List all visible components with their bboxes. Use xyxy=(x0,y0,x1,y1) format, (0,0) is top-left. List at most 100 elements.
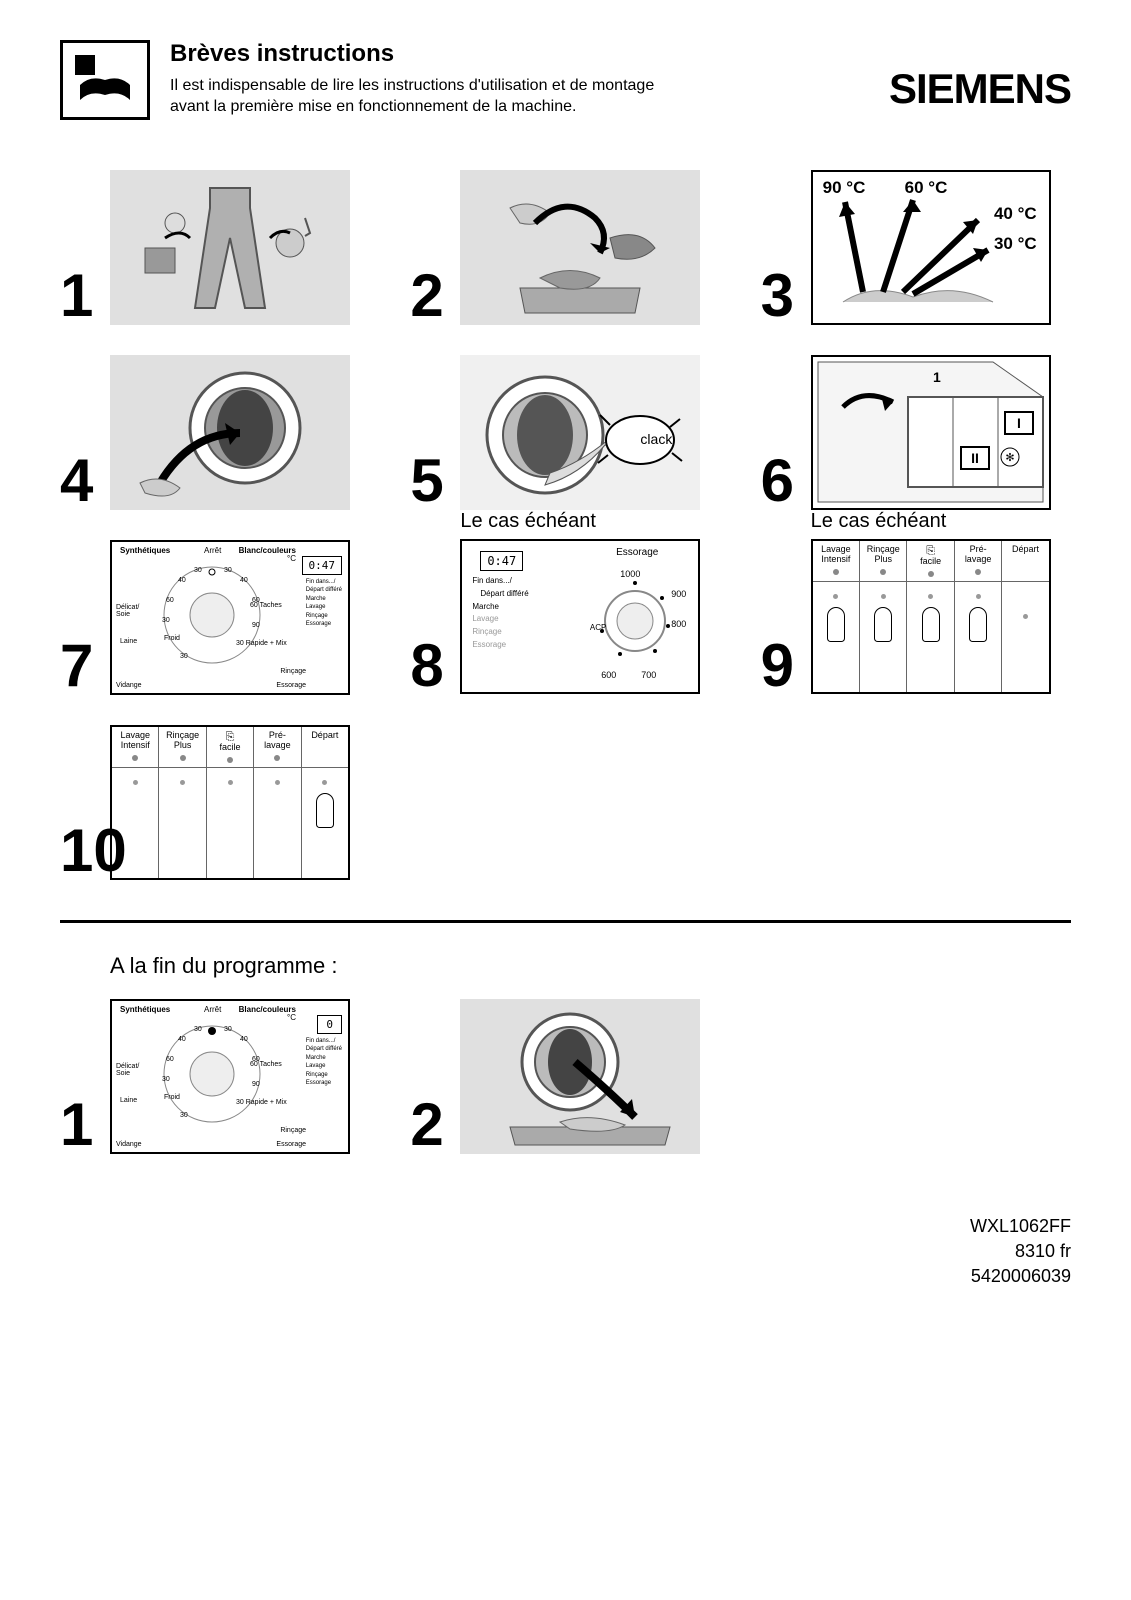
svg-text:I: I xyxy=(1017,415,1021,431)
step-8-panel: 0:47 Fin dans.../ Départ différé Marche … xyxy=(460,539,700,694)
step-number: 4 xyxy=(60,446,93,515)
dial-display: 0 xyxy=(317,1015,342,1034)
step-10-buttons: Lavage Intensif Rinçage Plus ⎘facile Pré… xyxy=(110,725,350,880)
svg-text:30: 30 xyxy=(180,1112,188,1119)
display-labels: Fin dans.../ Départ différé Marche Lavag… xyxy=(472,575,528,652)
end-section-title: A la fin du programme : xyxy=(110,953,1071,979)
end-step-2: 2 xyxy=(410,999,720,1154)
model-number: WXL1062FF xyxy=(60,1214,1071,1239)
panel-buttons-row xyxy=(112,768,348,878)
svg-text:1: 1 xyxy=(933,369,941,385)
step-2-image xyxy=(460,170,700,325)
col-rincage-plus: Rinçage Plus xyxy=(159,727,206,767)
col-lavage-intensif: Lavage Intensif xyxy=(112,727,159,767)
step-number: 1 xyxy=(60,261,93,330)
step-1-image xyxy=(110,170,350,325)
svg-text:40: 40 xyxy=(178,1036,186,1043)
step-number: 7 xyxy=(60,631,93,700)
code-2: 5420006039 xyxy=(60,1264,1071,1289)
button-depart[interactable] xyxy=(1002,582,1048,692)
end-grid: 1 Synthétiques Arrêt Blanc/couleurs °C 0… xyxy=(60,999,1071,1154)
sound-label: clack xyxy=(640,431,672,447)
header: Brèves instructions Il est indispensable… xyxy=(60,40,1071,120)
brand-logo: SIEMENS xyxy=(889,65,1071,113)
manual-icon xyxy=(60,40,150,120)
col-rincage-plus: Rinçage Plus xyxy=(860,541,907,581)
step-2: 2 xyxy=(410,170,720,325)
svg-text:40: 40 xyxy=(240,1036,248,1043)
svg-text:II: II xyxy=(971,450,979,466)
button-depart[interactable] xyxy=(302,768,348,878)
end-1-dial: Synthétiques Arrêt Blanc/couleurs °C 0 F… xyxy=(110,999,350,1154)
step-number: 2 xyxy=(410,1090,443,1159)
panel-header: Lavage Intensif Rinçage Plus ⎘facile Pré… xyxy=(813,541,1049,582)
step-number: 9 xyxy=(761,631,794,700)
step-number: 5 xyxy=(410,446,443,515)
step-5-image: clack xyxy=(460,355,700,510)
end-step-1: 1 Synthétiques Arrêt Blanc/couleurs °C 0… xyxy=(60,999,370,1154)
button-3[interactable] xyxy=(907,582,954,692)
svg-text:30: 30 xyxy=(180,653,188,660)
step-10: 10 Lavage Intensif Rinçage Plus ⎘facile … xyxy=(60,725,370,880)
svg-text:40: 40 xyxy=(240,577,248,584)
step-7: 7 Synthétiques Arrêt Blanc/couleurs °C 0… xyxy=(60,540,370,695)
dial-display: 0:47 xyxy=(302,556,343,575)
svg-text:✻: ✻ xyxy=(1005,452,1014,464)
button-2[interactable] xyxy=(860,582,907,692)
col-prelavage: Pré- lavage xyxy=(254,727,301,767)
time-display: 0:47 xyxy=(480,551,523,571)
acp-label: ACP xyxy=(590,623,606,632)
svg-text:30: 30 xyxy=(224,567,232,574)
svg-text:30: 30 xyxy=(162,617,170,624)
step-9-buttons: Lavage Intensif Rinçage Plus ⎘facile Pré… xyxy=(811,539,1051,694)
button-4[interactable] xyxy=(254,768,301,878)
step-1: 1 xyxy=(60,170,370,325)
svg-text:30: 30 xyxy=(162,1076,170,1083)
step-6: 6 I II ✻ 1 xyxy=(761,355,1071,510)
button-4[interactable] xyxy=(955,582,1002,692)
step-8-caption: Le cas échéant xyxy=(460,510,720,533)
button-2[interactable] xyxy=(159,768,206,878)
svg-text:30: 30 xyxy=(194,567,202,574)
svg-text:Froid: Froid xyxy=(164,1094,180,1101)
step-number: 1 xyxy=(60,1090,93,1159)
spin-title: Essorage xyxy=(616,547,658,558)
col-lavage-intensif: Lavage Intensif xyxy=(813,541,860,581)
button-3[interactable] xyxy=(207,768,254,878)
step-5: 5 clack xyxy=(410,355,720,510)
step-number: 2 xyxy=(410,261,443,330)
step-number: 6 xyxy=(761,446,794,515)
page-title: Brèves instructions xyxy=(170,40,869,68)
svg-text:40: 40 xyxy=(178,577,186,584)
panel-header: Lavage Intensif Rinçage Plus ⎘facile Pré… xyxy=(112,727,348,768)
col-prelavage: Pré- lavage xyxy=(955,541,1002,581)
col-depart: Départ xyxy=(302,727,348,767)
footer: WXL1062FF 8310 fr 5420006039 xyxy=(60,1214,1071,1290)
svg-text:60: 60 xyxy=(166,597,174,604)
dial-delicat: Délicat/ Soie xyxy=(116,604,139,618)
dial-vidange: Vidange xyxy=(116,682,142,689)
step-3: 3 90 °C 60 °C 40 °C 30 °C xyxy=(761,170,1071,325)
step-9-caption: Le cas échéant xyxy=(811,510,1071,533)
col-facile: ⎘facile xyxy=(207,727,254,767)
step-number: 3 xyxy=(761,261,794,330)
svg-text:30: 30 xyxy=(194,1026,202,1033)
page-subtitle: Il est indispensable de lire les instruc… xyxy=(170,76,690,118)
code-1: 8310 fr xyxy=(60,1239,1071,1264)
step-7-dial: Synthétiques Arrêt Blanc/couleurs °C 0:4… xyxy=(110,540,350,695)
step-3-temps: 90 °C 60 °C 40 °C 30 °C xyxy=(811,170,1051,325)
step-9: Le cas échéant 9 Lavage Intensif Rinçage… xyxy=(761,540,1071,695)
svg-text:30: 30 xyxy=(224,1026,232,1033)
svg-text:Froid: Froid xyxy=(164,635,180,642)
step-number: 10 xyxy=(60,816,127,885)
col-facile: ⎘facile xyxy=(907,541,954,581)
dial-laine: Laine xyxy=(120,638,137,645)
panel-buttons-row xyxy=(813,582,1049,692)
col-depart: Départ xyxy=(1002,541,1048,581)
header-text: Brèves instructions Il est indispensable… xyxy=(170,40,869,118)
step-number: 8 xyxy=(410,631,443,700)
step-4-image xyxy=(110,355,350,510)
step-8: Le cas échéant 8 0:47 Fin dans.../ Dépar… xyxy=(410,540,720,695)
step-4: 4 xyxy=(60,355,370,510)
button-1[interactable] xyxy=(813,582,860,692)
